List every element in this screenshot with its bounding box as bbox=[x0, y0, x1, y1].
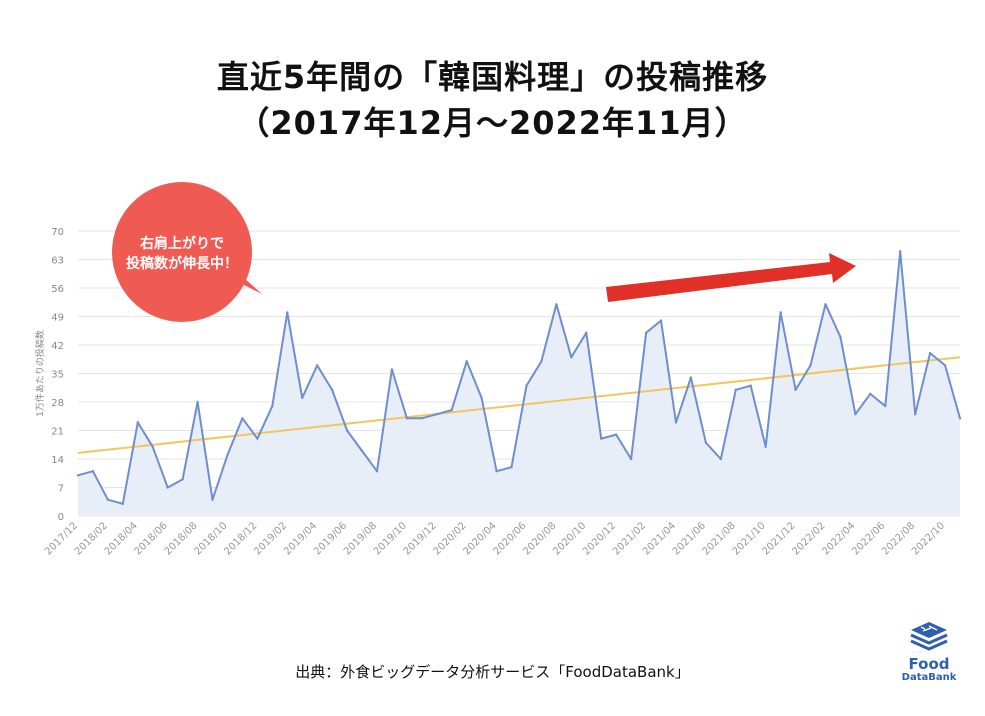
data-point bbox=[839, 335, 842, 339]
y-tick-label: 14 bbox=[51, 455, 64, 466]
data-point bbox=[555, 303, 558, 306]
data-point bbox=[91, 470, 95, 473]
data-point bbox=[121, 502, 125, 505]
data-point bbox=[211, 498, 214, 501]
data-point bbox=[899, 250, 902, 253]
y-tick-label: 56 bbox=[51, 284, 64, 295]
y-tick-label: 7 bbox=[58, 484, 64, 495]
x-tick-label: 2022/10 bbox=[910, 520, 947, 557]
data-point bbox=[330, 388, 334, 391]
data-point bbox=[166, 486, 169, 489]
data-point bbox=[629, 457, 633, 461]
data-point bbox=[136, 421, 139, 424]
data-point bbox=[390, 368, 394, 371]
data-point bbox=[495, 470, 498, 473]
y-axis-label: 1万件あたりの投稿数 bbox=[34, 330, 46, 417]
y-tick-label: 70 bbox=[51, 227, 64, 238]
data-point bbox=[585, 331, 588, 334]
y-tick-label: 35 bbox=[51, 370, 64, 381]
logo-text-databank: DataBank bbox=[901, 672, 957, 683]
data-point bbox=[345, 429, 349, 432]
y-tick-label: 42 bbox=[51, 341, 64, 352]
y-tick-label: 0 bbox=[58, 512, 64, 523]
data-point bbox=[958, 417, 962, 420]
database-stack-icon bbox=[910, 622, 948, 651]
series-area bbox=[78, 251, 960, 516]
data-point bbox=[196, 400, 199, 404]
data-point bbox=[913, 413, 917, 416]
data-point bbox=[450, 408, 453, 412]
data-point bbox=[824, 303, 827, 306]
data-point bbox=[510, 465, 513, 469]
chart-title-line1: 直近5年間の「韓国料理」の投稿推移 bbox=[216, 58, 769, 96]
data-point bbox=[405, 417, 409, 420]
data-point bbox=[435, 413, 438, 416]
y-tick-label: 63 bbox=[51, 256, 64, 267]
data-point bbox=[943, 364, 947, 367]
callout-line2: 投稿数が伸長中！ bbox=[126, 255, 238, 272]
data-point bbox=[809, 364, 812, 367]
data-point bbox=[570, 356, 573, 359]
data-point bbox=[286, 311, 289, 314]
data-point bbox=[271, 404, 274, 408]
data-point bbox=[794, 388, 797, 391]
data-point bbox=[181, 478, 184, 481]
data-point bbox=[315, 364, 319, 367]
data-point bbox=[151, 445, 154, 448]
data-point bbox=[375, 470, 379, 473]
data-point bbox=[106, 498, 110, 501]
data-point bbox=[659, 319, 663, 322]
data-point bbox=[600, 437, 603, 440]
data-point bbox=[719, 457, 723, 461]
callout-line1: 右肩上がりで bbox=[139, 235, 224, 252]
fooddatabank-logo: Food DataBank bbox=[893, 618, 965, 688]
logo-text-food: Food bbox=[908, 655, 950, 673]
data-point bbox=[614, 433, 618, 436]
data-point bbox=[644, 331, 648, 334]
data-point bbox=[734, 388, 737, 391]
data-point bbox=[256, 437, 259, 440]
trend-line bbox=[77, 356, 961, 454]
data-point bbox=[360, 449, 364, 453]
data-point bbox=[779, 311, 782, 314]
data-point bbox=[540, 360, 543, 363]
data-point bbox=[928, 351, 932, 355]
data-point bbox=[76, 474, 80, 477]
chart-title-line2: （2017年12月～2022年11月） bbox=[237, 104, 748, 142]
data-point bbox=[480, 396, 483, 400]
data-point bbox=[301, 396, 304, 400]
data-point bbox=[241, 417, 244, 420]
y-tick-label: 21 bbox=[51, 427, 64, 438]
trend-arrow-annotation bbox=[606, 253, 856, 302]
data-point bbox=[764, 445, 767, 448]
data-point bbox=[704, 441, 708, 444]
data-point bbox=[869, 392, 872, 396]
data-point bbox=[689, 376, 693, 379]
data-point bbox=[226, 453, 229, 457]
data-point bbox=[525, 384, 528, 387]
source-note: 出典：外食ビッグデータ分析サービス「FoodDataBank」 bbox=[295, 663, 690, 681]
callout-bubble bbox=[112, 182, 252, 322]
data-point bbox=[674, 421, 678, 424]
data-point bbox=[854, 413, 857, 416]
data-point bbox=[749, 384, 752, 387]
y-tick-label: 28 bbox=[51, 398, 64, 409]
data-point bbox=[465, 360, 468, 363]
data-point bbox=[420, 417, 424, 420]
series-line bbox=[77, 250, 961, 505]
y-tick-label: 49 bbox=[51, 313, 64, 324]
data-point bbox=[884, 404, 887, 408]
